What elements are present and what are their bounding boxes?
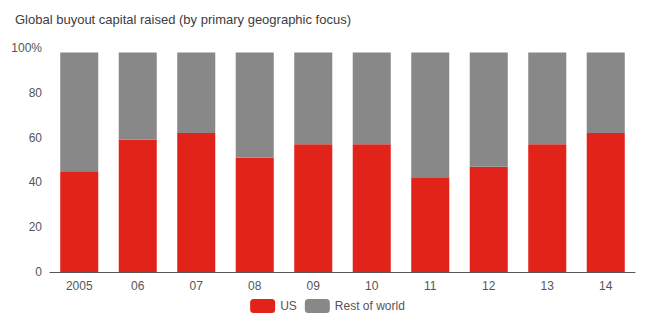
svg-text:Rest of world: Rest of world bbox=[335, 299, 405, 313]
svg-text:US: US bbox=[280, 299, 297, 313]
svg-text:13: 13 bbox=[541, 279, 555, 293]
svg-text:08: 08 bbox=[248, 279, 262, 293]
svg-text:20: 20 bbox=[29, 220, 43, 234]
svg-text:09: 09 bbox=[307, 279, 321, 293]
svg-text:11: 11 bbox=[424, 279, 437, 293]
svg-text:12: 12 bbox=[482, 279, 496, 293]
svg-text:0: 0 bbox=[35, 265, 42, 279]
svg-text:07: 07 bbox=[190, 279, 204, 293]
svg-text:40: 40 bbox=[29, 175, 43, 189]
svg-text:10: 10 bbox=[365, 279, 379, 293]
svg-text:06: 06 bbox=[131, 279, 145, 293]
svg-text:Global buyout capital raised (: Global buyout capital raised (by primary… bbox=[15, 12, 351, 27]
svg-text:100%: 100% bbox=[11, 41, 42, 55]
svg-text:80: 80 bbox=[29, 86, 43, 100]
svg-text:2005: 2005 bbox=[66, 279, 93, 293]
svg-text:60: 60 bbox=[29, 131, 43, 145]
svg-text:14: 14 bbox=[599, 279, 613, 293]
